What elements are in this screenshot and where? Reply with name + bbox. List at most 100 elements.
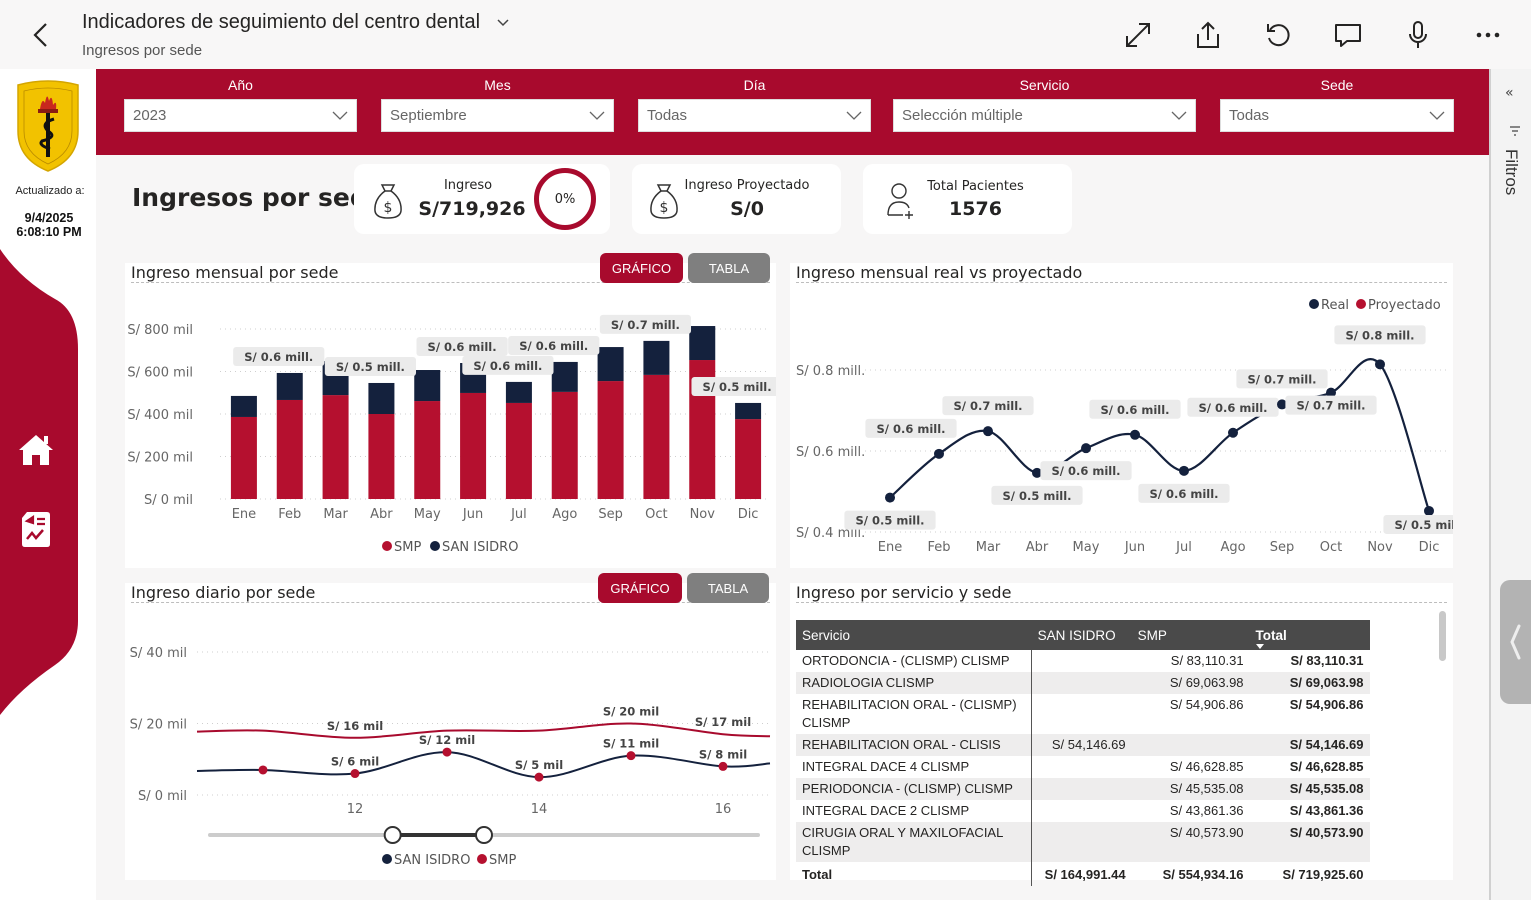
point-real bbox=[1081, 443, 1091, 454]
voice-button[interactable] bbox=[1401, 18, 1435, 52]
service-dropdown[interactable]: Selección múltiple bbox=[893, 99, 1196, 132]
x-tick-label: May bbox=[414, 507, 441, 522]
x-tick-label: Oct bbox=[645, 507, 667, 522]
expand-button[interactable] bbox=[1121, 18, 1155, 52]
chevron-down-icon bbox=[846, 111, 862, 120]
line-smp bbox=[196, 722, 771, 739]
point-data-label: S/ 5 mil bbox=[515, 758, 563, 772]
table-row[interactable]: ORTODONCIA - (CLISMP) CLISMP S/ 83,110.31… bbox=[796, 650, 1370, 672]
filters-pane-label[interactable]: Filtros bbox=[1502, 149, 1521, 196]
filter-site: Sede Todas bbox=[1220, 77, 1454, 132]
x-tick-label: 16 bbox=[715, 802, 732, 817]
cell-smp: S/ 69,063.98 bbox=[1131, 672, 1250, 694]
more-options-button[interactable] bbox=[1471, 18, 1505, 52]
y-tick-label: S/ 600 mil bbox=[127, 366, 193, 381]
kpi-pacientes-value: 1576 bbox=[949, 198, 1002, 220]
share-icon bbox=[1197, 21, 1219, 48]
chart-view-button[interactable]: GRÁFICO bbox=[598, 573, 682, 603]
chevron-down-icon bbox=[497, 19, 509, 26]
year-dropdown[interactable]: 2023 bbox=[124, 99, 357, 132]
range-slider-end-handle[interactable] bbox=[475, 826, 493, 844]
bar-smp bbox=[460, 392, 487, 499]
chevron-down-icon bbox=[332, 111, 348, 120]
daily-chart-title: Ingreso diario por sede bbox=[131, 583, 316, 602]
reset-button[interactable] bbox=[1261, 18, 1295, 52]
microphone-icon bbox=[1409, 21, 1427, 48]
y-tick-label: S/ 40 mil bbox=[130, 646, 187, 661]
legend-san-isidro-label: SAN ISIDRO bbox=[442, 540, 518, 555]
realvsproj-chart-title: Ingreso mensual real vs proyectado bbox=[796, 263, 1083, 282]
table-row[interactable]: REHABILITACION ORAL - (CLISMP) CLISMP S/ … bbox=[796, 694, 1370, 734]
cell-servicio: ORTODONCIA - (CLISMP) CLISMP bbox=[802, 653, 1010, 668]
column-header-total[interactable]: Total bbox=[1249, 620, 1370, 650]
x-tick-label: Jul bbox=[510, 507, 527, 522]
home-nav-button[interactable] bbox=[17, 431, 55, 469]
point-data-label-bg bbox=[991, 485, 1083, 505]
comment-button[interactable] bbox=[1331, 18, 1365, 52]
filter-year-label: Año bbox=[228, 77, 253, 93]
expand-icon bbox=[1126, 23, 1150, 47]
point-data-label: S/ 0.5 mill. bbox=[1394, 518, 1453, 532]
app-bar: Indicadores de seguimiento del centro de… bbox=[0, 0, 1531, 69]
share-button[interactable] bbox=[1191, 18, 1225, 52]
table-view-button[interactable]: TABLA bbox=[687, 573, 769, 603]
bar-smp bbox=[735, 419, 762, 499]
column-header-smp[interactable]: SMP bbox=[1131, 620, 1250, 650]
reset-icon bbox=[1267, 24, 1290, 47]
point-data-label: S/ 6 mil bbox=[331, 755, 379, 769]
point-data-label: S/ 0.5 mill. bbox=[855, 514, 924, 528]
table-row[interactable]: CIRUGIA ORAL Y MAXILOFACIAL CLISMP S/ 40,… bbox=[796, 822, 1370, 862]
point-data-label-bg bbox=[1040, 461, 1132, 481]
cell-servicio: INTEGRAL DACE 2 CLISMP bbox=[802, 803, 970, 818]
table-scrollbar[interactable] bbox=[1439, 611, 1446, 661]
filter-month: Mes Septiembre bbox=[381, 77, 614, 132]
updated-date: 9/4/2025 bbox=[24, 211, 74, 225]
chevron-down-icon bbox=[1429, 111, 1445, 120]
range-slider-start-handle[interactable] bbox=[383, 826, 402, 844]
table-row[interactable]: RADIOLOGIA CLISMP S/ 69,063.98 S/ 69,063.9… bbox=[796, 672, 1370, 694]
point-san-isidro bbox=[534, 772, 544, 782]
bar-san-isidro bbox=[643, 340, 670, 375]
bar-san-isidro bbox=[276, 372, 303, 400]
column-header-servicio[interactable]: Servicio bbox=[796, 620, 1032, 650]
x-tick-label: Mar bbox=[323, 507, 348, 522]
table-row[interactable]: PERIODONCIA - (CLISMP) CLISMP S/ 45,535.0… bbox=[796, 778, 1370, 800]
y-tick-label: S/ 0.6 mill. bbox=[796, 445, 865, 460]
table-row[interactable]: INTEGRAL DACE 4 CLISMP S/ 46,628.85 S/ 46,… bbox=[796, 756, 1370, 778]
daily-revenue-card: Ingreso diario por sede GRÁFICO TABLA S/… bbox=[125, 573, 776, 880]
bar-data-label: S/ 0.6 mill. bbox=[244, 350, 313, 364]
x-tick-label: Nov bbox=[1367, 540, 1393, 555]
side-panel-handle[interactable] bbox=[1500, 580, 1531, 704]
column-header-san-isidro[interactable]: SAN ISIDRO bbox=[1031, 620, 1132, 650]
cell-smp: S/ 83,110.31 bbox=[1170, 653, 1244, 668]
kpi-card-ingreso: $ Ingreso S/719,926 0% bbox=[354, 164, 610, 234]
daily-line-chart: S/ 0 mil S/ 20 mil S/ 40 mil 12 14 16 S/ 16 mi… bbox=[130, 646, 771, 868]
kpi-ingreso-gauge: 0% bbox=[534, 168, 596, 230]
point-real bbox=[983, 426, 993, 437]
report-title[interactable]: Indicadores de seguimiento del centro de… bbox=[82, 11, 510, 34]
bar-data-label: S/ 0.6 mill. bbox=[519, 339, 588, 353]
table-view-button[interactable]: TABLA bbox=[688, 253, 770, 283]
university-crest-logo bbox=[17, 80, 79, 172]
bar-smp bbox=[230, 416, 257, 499]
money-bag-icon: $ bbox=[650, 184, 678, 219]
report-nav-button[interactable] bbox=[17, 509, 55, 547]
x-tick-label: Ene bbox=[878, 540, 902, 555]
back-button[interactable] bbox=[28, 20, 54, 50]
total-header-text: Total bbox=[1255, 627, 1287, 643]
day-dropdown[interactable]: Todas bbox=[638, 99, 871, 132]
point-real bbox=[885, 492, 895, 503]
kpi-proyectado-label: Ingreso Proyectado bbox=[684, 178, 810, 193]
bar-data-label-bg bbox=[462, 355, 554, 375]
left-navigation: Actualizado a: 9/4/2025 6:08:10 PM bbox=[0, 69, 96, 900]
cell-servicio: REHABILITACION ORAL - CLISIS bbox=[796, 734, 1032, 756]
table-row[interactable]: REHABILITACION ORAL - CLISIS S/ 54,146.69… bbox=[796, 734, 1370, 756]
bar-san-isidro bbox=[551, 361, 578, 392]
site-dropdown[interactable]: Todas bbox=[1220, 99, 1454, 132]
x-tick-label: Ago bbox=[552, 507, 577, 522]
chart-view-button[interactable]: GRÁFICO bbox=[600, 253, 683, 283]
point-data-label: S/ 11 mil bbox=[603, 737, 659, 751]
table-row[interactable]: INTEGRAL DACE 2 CLISMP S/ 43,861.36 S/ 43,… bbox=[796, 800, 1370, 822]
month-dropdown[interactable]: Septiembre bbox=[381, 99, 614, 132]
expand-filters-button[interactable]: « bbox=[1505, 85, 1514, 101]
